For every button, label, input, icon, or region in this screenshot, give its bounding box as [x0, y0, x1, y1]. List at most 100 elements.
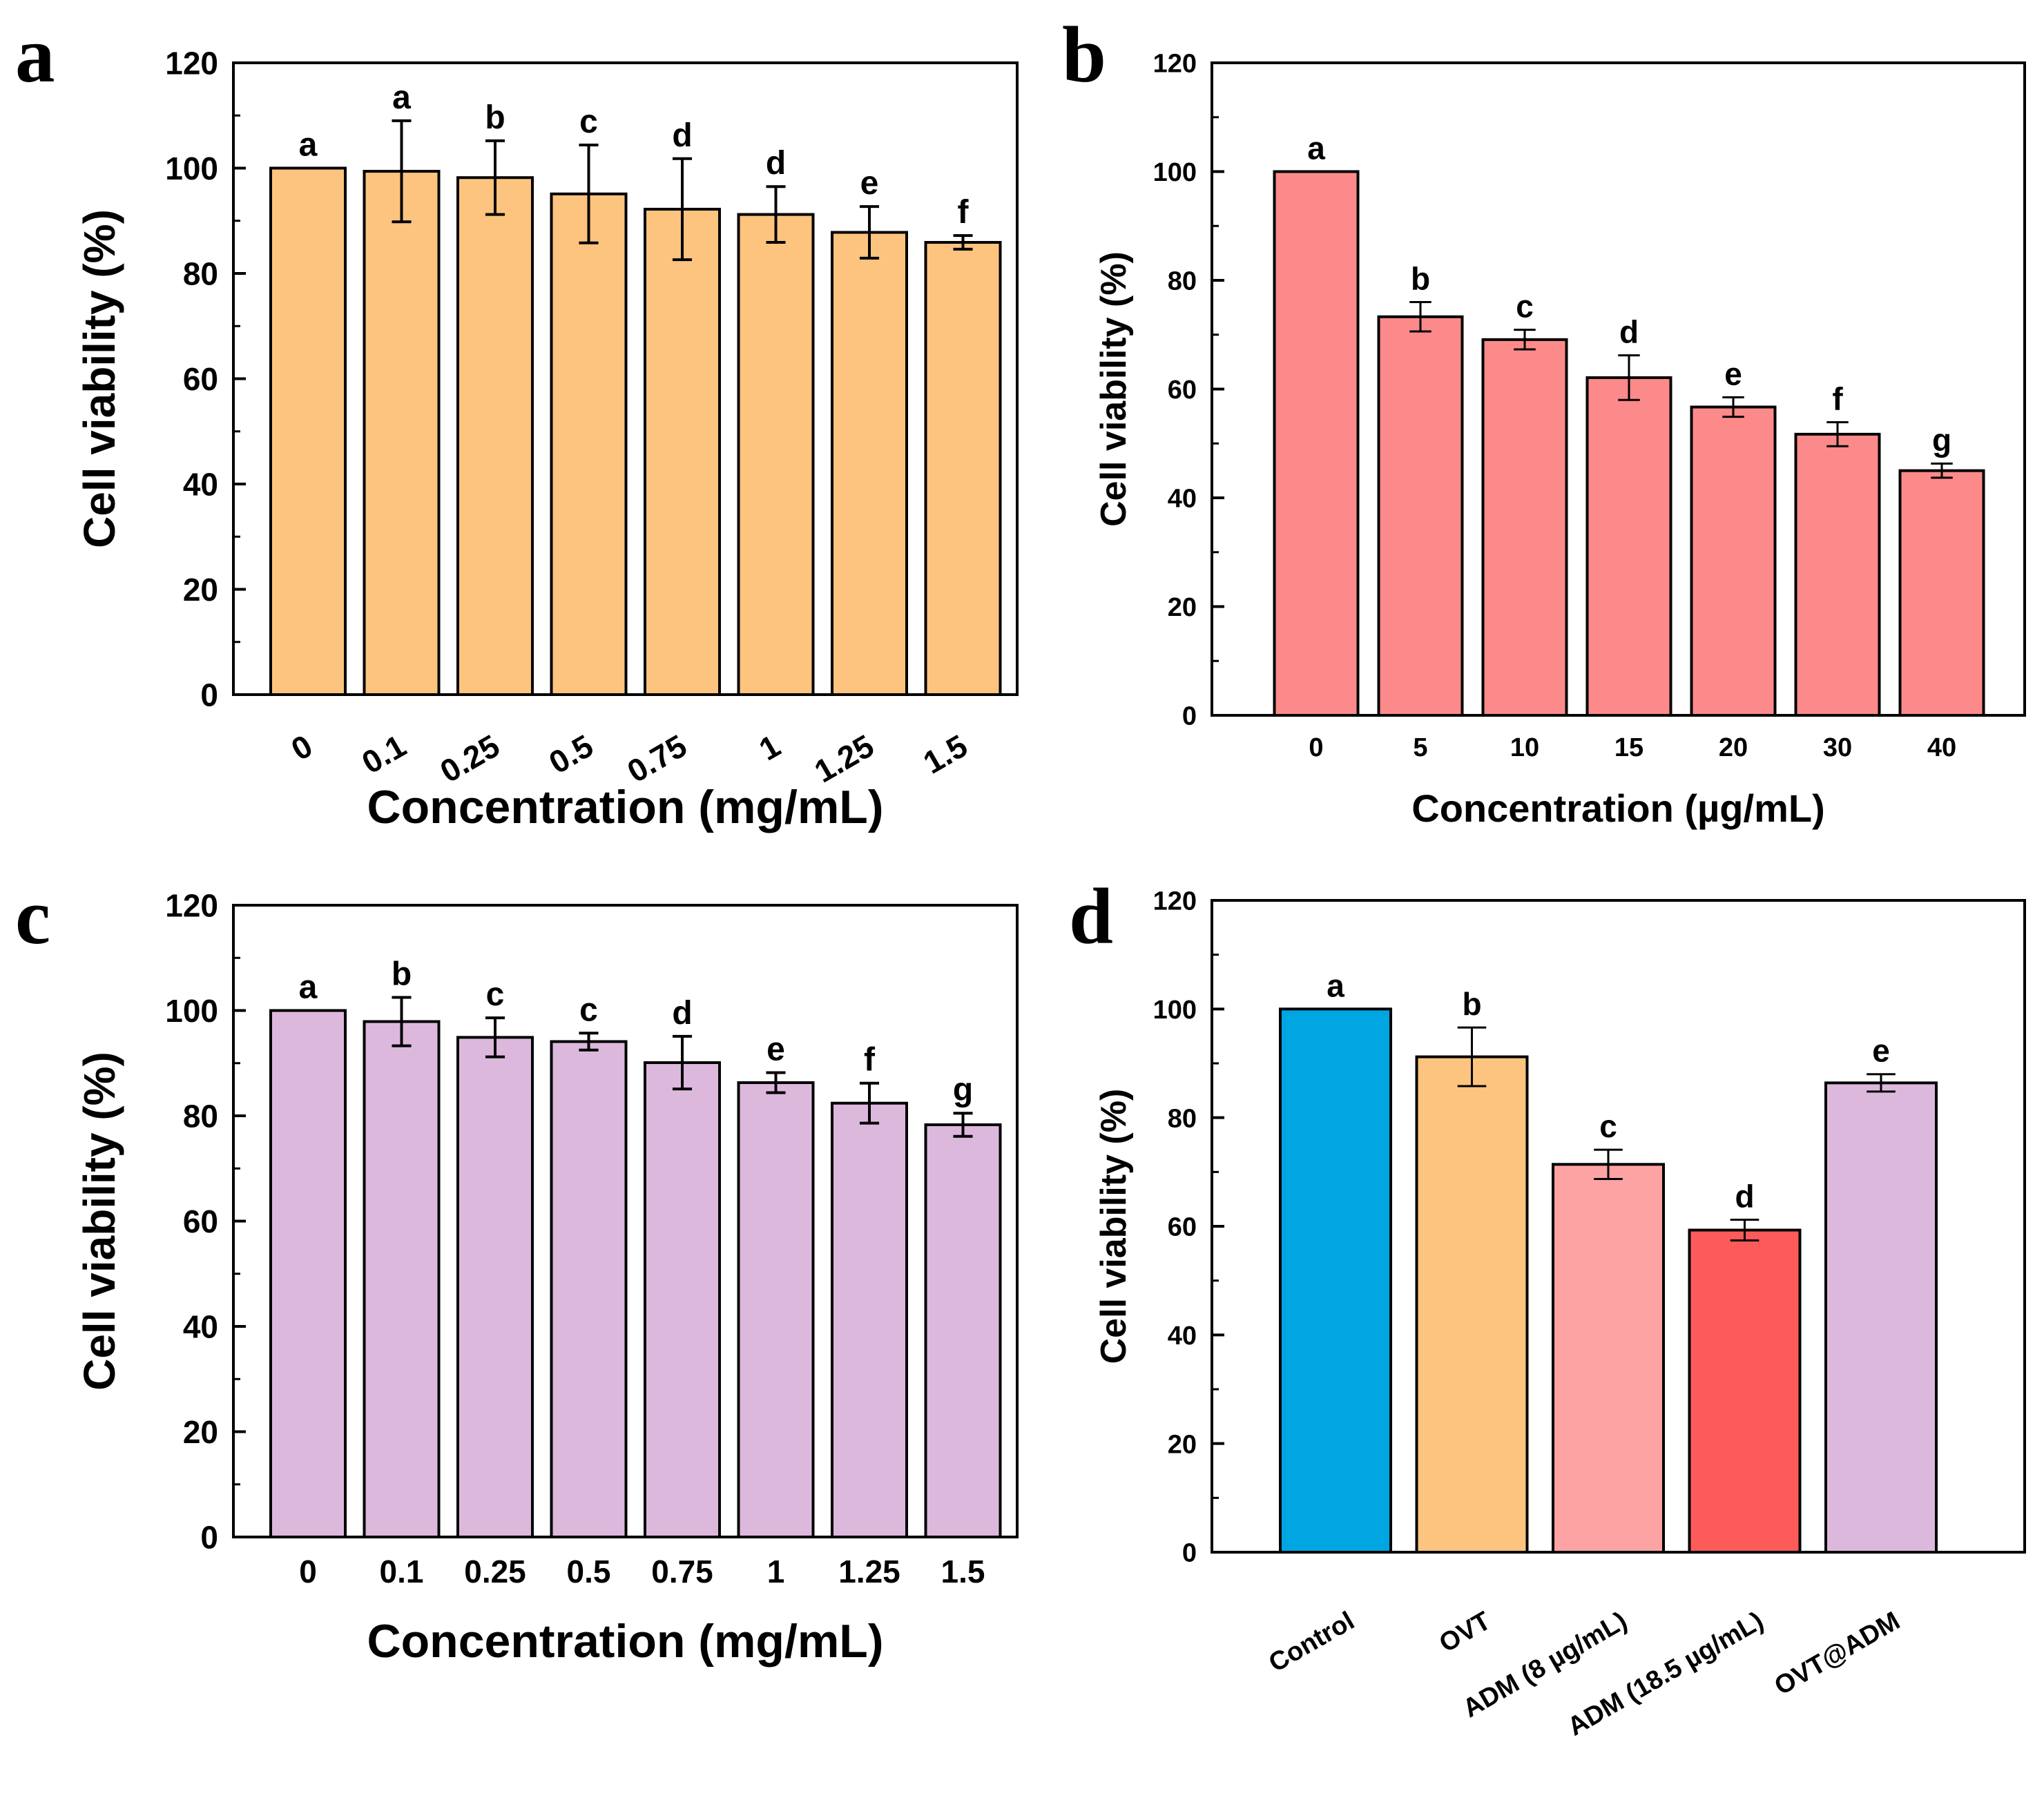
significance-letter-a-2: b — [485, 99, 505, 136]
significance-letter-b-0: a — [1307, 130, 1325, 166]
bar-d-0 — [1279, 1007, 1392, 1554]
significance-letter-c-6: f — [864, 1042, 876, 1079]
y-tick-label-c-2: 40 — [183, 1309, 218, 1345]
chart-panel-c: a b c c d e f g 0 20 40 60 80 100 120 0 0.1 0.25 0.5 0.75 1 1… — [15, 873, 1019, 1668]
bar-a-5 — [737, 213, 815, 697]
significance-letter-a-4: d — [672, 117, 692, 154]
x-tick-label-a-2: 0.25 — [434, 728, 505, 790]
y-tick-label-c-5: 100 — [165, 993, 218, 1029]
significance-letter-d-2: c — [1599, 1108, 1617, 1144]
y-tick-label-b-6: 120 — [1153, 50, 1197, 79]
significance-letter-a-1: a — [392, 79, 411, 116]
significance-letter-d-4: e — [1872, 1033, 1890, 1069]
significance-letter-b-2: c — [1516, 289, 1534, 325]
y-tick-label-b-3: 60 — [1168, 376, 1197, 405]
x-tick-label-d-1: OVT — [1434, 1606, 1496, 1658]
x-tick-label-a-3: 0.5 — [543, 728, 599, 781]
bar-b-0 — [1273, 170, 1360, 717]
bar-c-7 — [924, 1123, 1002, 1538]
y-tick-label-b-0: 0 — [1182, 702, 1197, 731]
bar-a-2 — [456, 176, 534, 697]
significance-letter-d-0: a — [1327, 967, 1344, 1003]
chart-panel-b: a b c d e f g 0 20 40 60 80 100 120 0 5 10 15 20 30 40 Cell v… — [1062, 11, 2026, 830]
x-tick-label-d-0: Control — [1264, 1606, 1360, 1678]
bar-a-1 — [363, 170, 441, 696]
significance-letter-b-6: g — [1932, 422, 1951, 458]
bar-c-3 — [550, 1040, 628, 1539]
bar-d-3 — [1688, 1228, 1802, 1554]
x-tick-label-b-2: 10 — [1510, 733, 1539, 762]
x-tick-label-b-0: 0 — [1309, 733, 1323, 762]
bar-a-0 — [269, 166, 347, 696]
x-tick-label-a-7: 1.5 — [917, 728, 973, 781]
x-tick-label-b-1: 5 — [1413, 733, 1427, 762]
y-tick-label-b-2: 40 — [1168, 485, 1197, 514]
bar-d-2 — [1552, 1163, 1665, 1554]
x-tick-label-a-6: 1.25 — [808, 728, 880, 790]
bar-c-6 — [831, 1101, 908, 1538]
bar-c-2 — [456, 1036, 534, 1538]
y-tick-label-b-1: 20 — [1168, 593, 1197, 622]
bar-d-1 — [1415, 1055, 1529, 1554]
bar-b-4 — [1690, 405, 1777, 717]
significance-letter-b-5: f — [1832, 381, 1843, 417]
x-tick-label-a-0: 0 — [285, 728, 318, 768]
significance-letter-d-1: b — [1462, 986, 1481, 1022]
x-tick-label-b-6: 40 — [1927, 733, 1956, 762]
x-tick-label-b-4: 20 — [1719, 733, 1748, 762]
x-tick-label-a-1: 0.1 — [356, 728, 412, 781]
significance-letter-a-5: d — [766, 145, 786, 182]
y-axis-title-b: Cell viability (%) — [1094, 251, 1134, 527]
y-tick-label-c-4: 80 — [183, 1099, 218, 1134]
significance-letter-c-0: a — [299, 969, 318, 1006]
x-axis-title-c: Concentration (mg/mL) — [367, 1615, 884, 1668]
x-tick-label-b-5: 30 — [1823, 733, 1852, 762]
significance-letter-c-5: e — [767, 1031, 785, 1067]
y-tick-label-d-5: 100 — [1153, 996, 1197, 1025]
y-tick-label-a-4: 80 — [183, 256, 218, 292]
significance-letter-b-1: b — [1411, 261, 1430, 297]
bar-b-3 — [1585, 376, 1672, 717]
panel-label-a: a — [15, 11, 55, 99]
significance-letter-c-2: c — [486, 976, 505, 1013]
bar-b-1 — [1377, 315, 1464, 717]
significance-letter-b-4: e — [1724, 356, 1742, 392]
y-tick-label-b-5: 100 — [1153, 158, 1197, 187]
x-tick-label-c-7: 1.5 — [941, 1554, 985, 1589]
y-tick-label-c-1: 20 — [183, 1414, 218, 1450]
bar-a-4 — [644, 207, 721, 697]
x-tick-label-c-4: 0.75 — [651, 1554, 713, 1589]
x-tick-label-c-0: 0 — [299, 1554, 317, 1589]
bar-b-2 — [1481, 338, 1568, 717]
bar-b-6 — [1898, 469, 1985, 717]
significance-letter-a-7: f — [958, 194, 970, 231]
x-tick-label-c-5: 1 — [767, 1554, 785, 1589]
x-tick-label-d-4: OVT@ADM — [1770, 1606, 1905, 1701]
panel-label-b: b — [1062, 11, 1106, 99]
y-axis-title-a: Cell viability (%) — [75, 209, 124, 548]
significance-letter-c-1: b — [392, 956, 412, 992]
x-tick-label-c-6: 1.25 — [838, 1554, 900, 1589]
x-axis-title-a: Concentration (mg/mL) — [367, 781, 884, 833]
x-tick-label-a-4: 0.75 — [621, 728, 693, 790]
y-axis-title-c: Cell viability (%) — [75, 1052, 124, 1391]
bar-d-4 — [1824, 1081, 1938, 1554]
significance-letter-c-4: d — [672, 995, 692, 1032]
y-tick-label-d-6: 120 — [1153, 887, 1197, 916]
bar-c-1 — [363, 1020, 441, 1538]
bar-c-0 — [269, 1009, 347, 1538]
x-tick-label-b-3: 15 — [1614, 733, 1643, 762]
y-tick-label-a-1: 20 — [183, 572, 218, 608]
bar-a-7 — [924, 241, 1002, 696]
y-tick-label-c-6: 120 — [165, 888, 218, 924]
y-tick-label-d-0: 0 — [1182, 1539, 1197, 1568]
significance-letter-a-6: e — [860, 165, 879, 202]
x-tick-label-a-5: 1 — [753, 728, 786, 768]
y-tick-label-c-3: 60 — [183, 1204, 218, 1239]
bar-a-3 — [550, 192, 628, 696]
y-tick-label-d-3: 60 — [1168, 1213, 1197, 1242]
bar-a-6 — [831, 231, 908, 696]
significance-letter-c-3: c — [579, 992, 598, 1028]
